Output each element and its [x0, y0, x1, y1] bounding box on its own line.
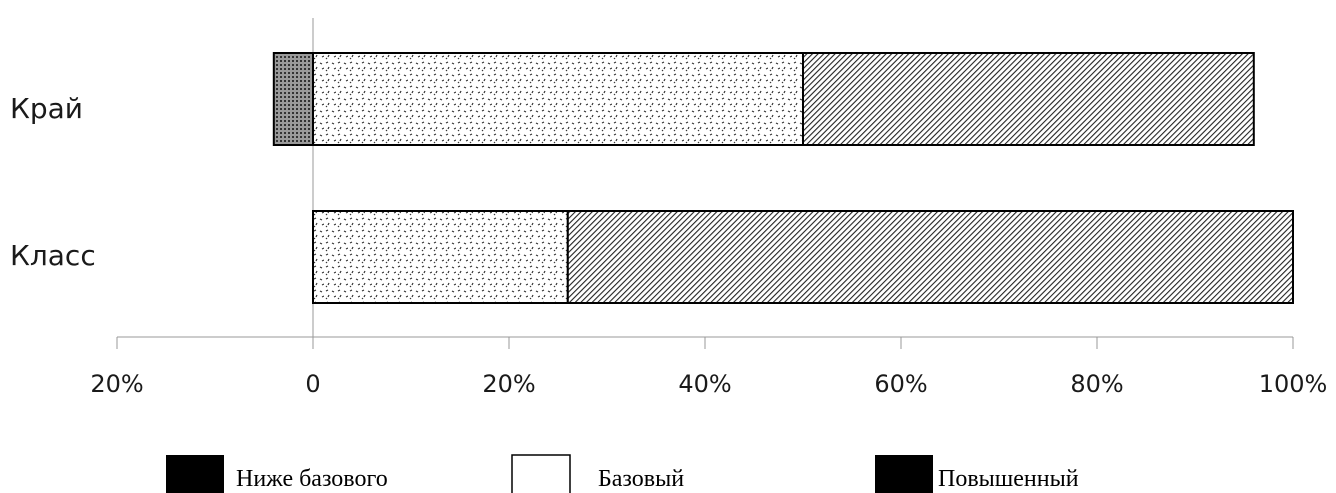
category-label: Класс: [10, 239, 96, 272]
bar-segment: [803, 53, 1254, 145]
legend-label: Повышенный: [938, 466, 1079, 492]
legend: Ниже базового Базовый Повышенный: [166, 455, 1079, 493]
bar-segment: [568, 211, 1293, 303]
x-tick-label: 0: [305, 370, 320, 398]
x-tick-label: 60%: [874, 370, 927, 398]
legend-label: Ниже базового: [236, 466, 388, 492]
legend-swatch: [166, 455, 224, 493]
x-tick-label: 80%: [1070, 370, 1123, 398]
x-tick-label: 20%: [90, 370, 143, 398]
legend-swatch: [875, 455, 933, 493]
x-tick-labels: 20% 0 20% 40% 60% 80% 100%: [90, 370, 1327, 398]
bar-segment: [274, 53, 313, 145]
x-tick-label: 100%: [1259, 370, 1328, 398]
bar-segment: [313, 53, 803, 145]
x-tick-label: 20%: [482, 370, 535, 398]
bar-segment: [313, 211, 568, 303]
legend-label: Базовый: [598, 466, 684, 492]
bars: [274, 53, 1293, 303]
x-tick-label: 40%: [678, 370, 731, 398]
legend-swatch: [512, 455, 570, 493]
category-labels: Край Класс: [10, 92, 96, 272]
category-label: Край: [10, 92, 83, 125]
